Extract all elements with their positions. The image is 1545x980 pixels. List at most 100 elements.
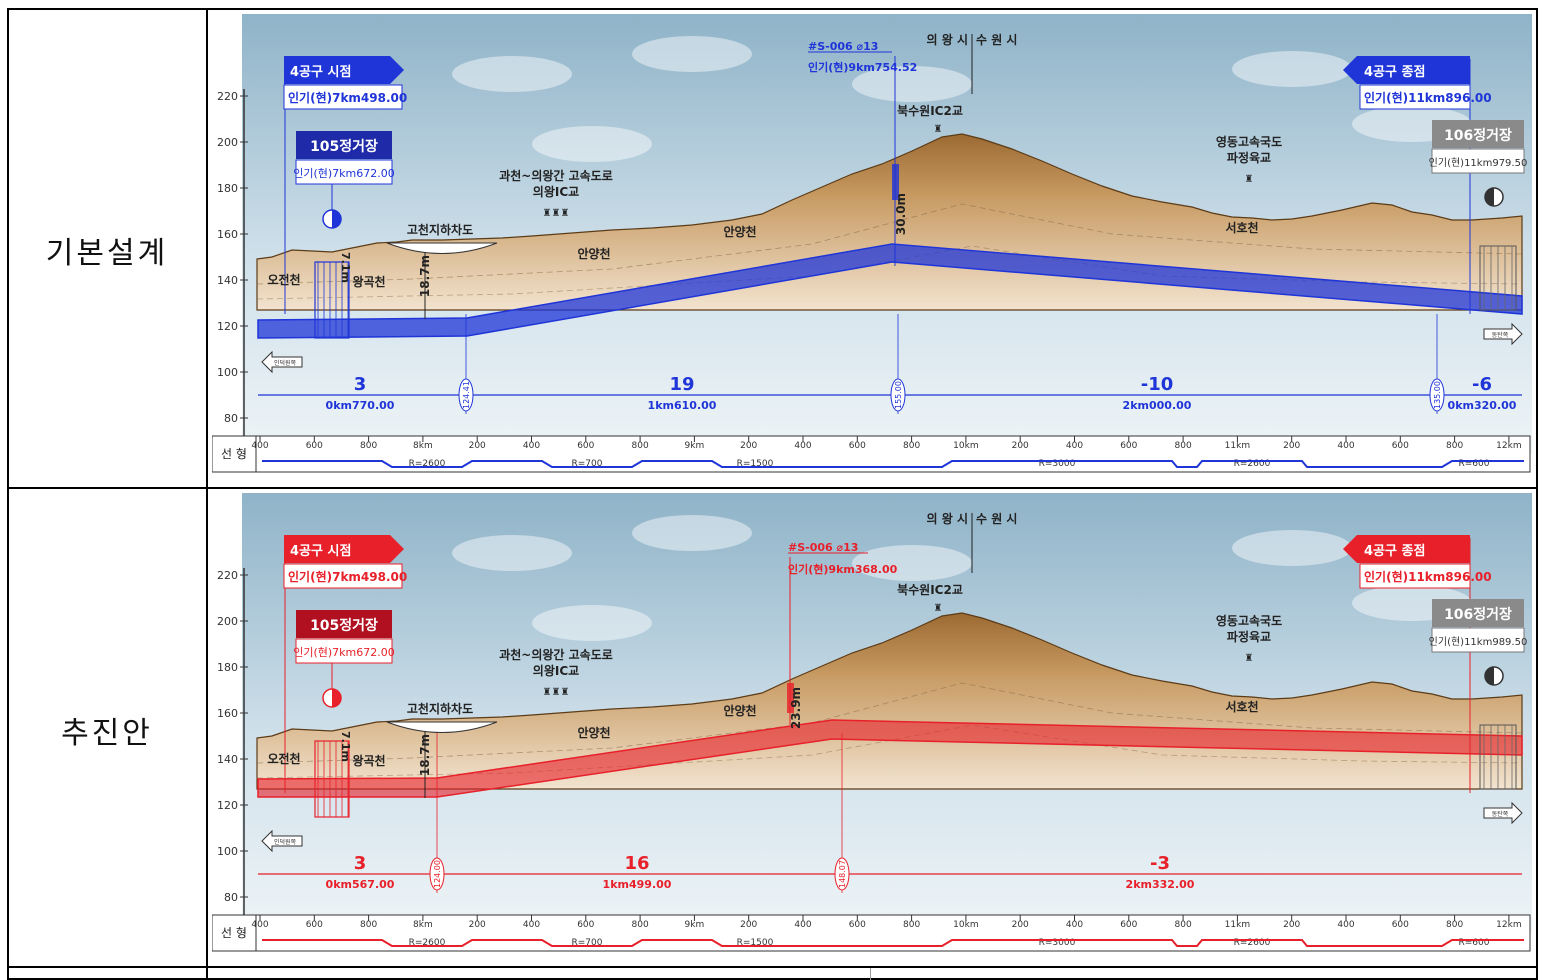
grade-value: -6 bbox=[1472, 374, 1492, 395]
x-tick-label: 9km bbox=[685, 441, 705, 451]
x-tick-label: 200 bbox=[469, 920, 486, 930]
start-flag bbox=[284, 535, 404, 563]
x-tick-label: 12km bbox=[1496, 441, 1521, 451]
y-tick-label: 100 bbox=[217, 845, 238, 858]
shaft-structure bbox=[787, 683, 794, 713]
cloud bbox=[632, 36, 752, 72]
end-flag bbox=[1343, 56, 1470, 84]
station-105-sta: 인기(현)7km672.00 bbox=[293, 167, 395, 180]
bridge-icon: ♜ bbox=[1245, 653, 1254, 664]
alignment-label: 선 형 bbox=[221, 926, 247, 940]
direction-right-icon bbox=[1483, 801, 1523, 825]
cloud bbox=[1232, 530, 1352, 566]
x-tick-label: 200 bbox=[469, 441, 486, 451]
station-105-title-box bbox=[296, 610, 392, 638]
station-105-sta: 인기(현)7km672.00 bbox=[293, 646, 395, 659]
tunnel-band bbox=[257, 243, 1523, 339]
curve-radius: R=700 bbox=[572, 938, 603, 948]
y-tick-label: 160 bbox=[217, 228, 238, 241]
next-row-divider bbox=[870, 968, 871, 980]
x-tick-label: 400 bbox=[1066, 441, 1083, 451]
station-105-structure bbox=[314, 740, 350, 818]
x-tick-label: 8km bbox=[413, 920, 433, 930]
cloud bbox=[632, 515, 752, 551]
row-divider bbox=[7, 487, 1538, 489]
curve-radius: R=600 bbox=[1459, 938, 1490, 948]
start-sta: 인기(현)7km498.00 bbox=[288, 90, 407, 105]
x-tick-label: 400 bbox=[1066, 920, 1083, 930]
curve-radius: R=2600 bbox=[1234, 459, 1271, 469]
label-anyang-2: 안양천 bbox=[723, 224, 756, 239]
curve-radius: R=2600 bbox=[409, 459, 446, 469]
shaft-marker: #S-006 ⌀13 인기(현)9km754.52 30.0m bbox=[808, 40, 917, 266]
label-yeongdong-expressway: 영동고속국도 bbox=[1216, 613, 1282, 628]
station-106-title: 106정거장 bbox=[1444, 606, 1512, 623]
end-flag bbox=[1343, 535, 1470, 563]
x-tick-label: 800 bbox=[1446, 441, 1463, 451]
station-105-sta-box bbox=[295, 638, 393, 664]
x-tick-label: 600 bbox=[1392, 920, 1409, 930]
curve-radius: R=3000 bbox=[1039, 938, 1076, 948]
curve-radius: R=3000 bbox=[1039, 459, 1076, 469]
cloud bbox=[452, 535, 572, 571]
label-uiwang-ic-bridge: 의왕IC교 bbox=[533, 663, 579, 678]
grade-station: 1km499.00 bbox=[603, 878, 672, 891]
y-tick-label: 200 bbox=[217, 615, 238, 628]
x-tick-label: 10km bbox=[953, 441, 978, 451]
x-tick-label: 600 bbox=[577, 920, 594, 930]
alignment-label: 선 형 bbox=[221, 447, 247, 461]
x-tick-label: 800 bbox=[360, 920, 377, 930]
row-label-proposal: 추진안 bbox=[61, 716, 153, 751]
vip-marker bbox=[429, 857, 445, 891]
x-tick-label: 600 bbox=[306, 441, 323, 451]
station-106-sta: 인기(현)11km989.50 bbox=[1429, 636, 1528, 648]
x-tick-label: 11km bbox=[1225, 441, 1250, 451]
curve-radius: R=2600 bbox=[409, 938, 446, 948]
x-tick-label: 600 bbox=[306, 920, 323, 930]
shaft-structure bbox=[892, 164, 899, 200]
start-title: 4공구 시점 bbox=[290, 65, 351, 80]
y-tick-label: 140 bbox=[217, 274, 238, 287]
bridge-icon: ♜ bbox=[1245, 174, 1254, 185]
label-seoho: 서호천 bbox=[1225, 220, 1258, 235]
vip-value: 155.00 bbox=[894, 381, 903, 409]
cloud bbox=[452, 56, 572, 92]
y-tick-label: 80 bbox=[224, 412, 238, 425]
depth-a: 7.1m bbox=[339, 731, 352, 762]
profile-drawing: 220 200 180 160 140 120 100 80 4공구 시점인기(현)7km498… bbox=[212, 14, 1532, 473]
x-tick-label: 800 bbox=[1446, 920, 1463, 930]
station-105-sta-box bbox=[295, 159, 393, 185]
bridge-icon: ♜♜♜ bbox=[543, 208, 570, 219]
x-tick-label: 600 bbox=[849, 441, 866, 451]
alignment-line bbox=[262, 460, 1524, 468]
underpass-shape bbox=[386, 242, 498, 254]
x-tick-label: 8km bbox=[413, 441, 433, 451]
station-106-sta-box bbox=[1431, 148, 1525, 174]
bridge-icon: ♜♜♜ bbox=[543, 687, 570, 698]
depth-b: 18.7m bbox=[418, 734, 432, 776]
grade-station: 0km567.00 bbox=[326, 878, 395, 891]
x-tick-label: 800 bbox=[360, 441, 377, 451]
start-sta: 인기(현)7km498.00 bbox=[288, 569, 407, 584]
profile-panel-basic-design: 220 200 180 160 140 120 100 80 4공구 시점 인기(현)7km498… bbox=[212, 14, 1534, 476]
x-tick-label: 200 bbox=[1012, 920, 1029, 930]
curve-radius: R=2600 bbox=[1234, 938, 1271, 948]
grade-value: 3 bbox=[354, 853, 367, 874]
station-105-icon-half bbox=[332, 689, 341, 707]
grade-station: 2km000.00 bbox=[1123, 399, 1192, 412]
end-sta-box bbox=[1359, 84, 1471, 110]
x-tick-label: 800 bbox=[632, 920, 649, 930]
x-tick-label: 800 bbox=[903, 441, 920, 451]
end-sta-box bbox=[1359, 563, 1471, 589]
city-right: 수 원 시 bbox=[976, 512, 1017, 526]
comparison-table bbox=[7, 8, 1538, 980]
row-label-basic-design: 기본설계 bbox=[45, 236, 169, 271]
x-tick-label: 200 bbox=[740, 920, 757, 930]
label-gocheon-underpass: 고천지하차도 bbox=[407, 701, 473, 716]
x-tick-label: 200 bbox=[1283, 920, 1300, 930]
